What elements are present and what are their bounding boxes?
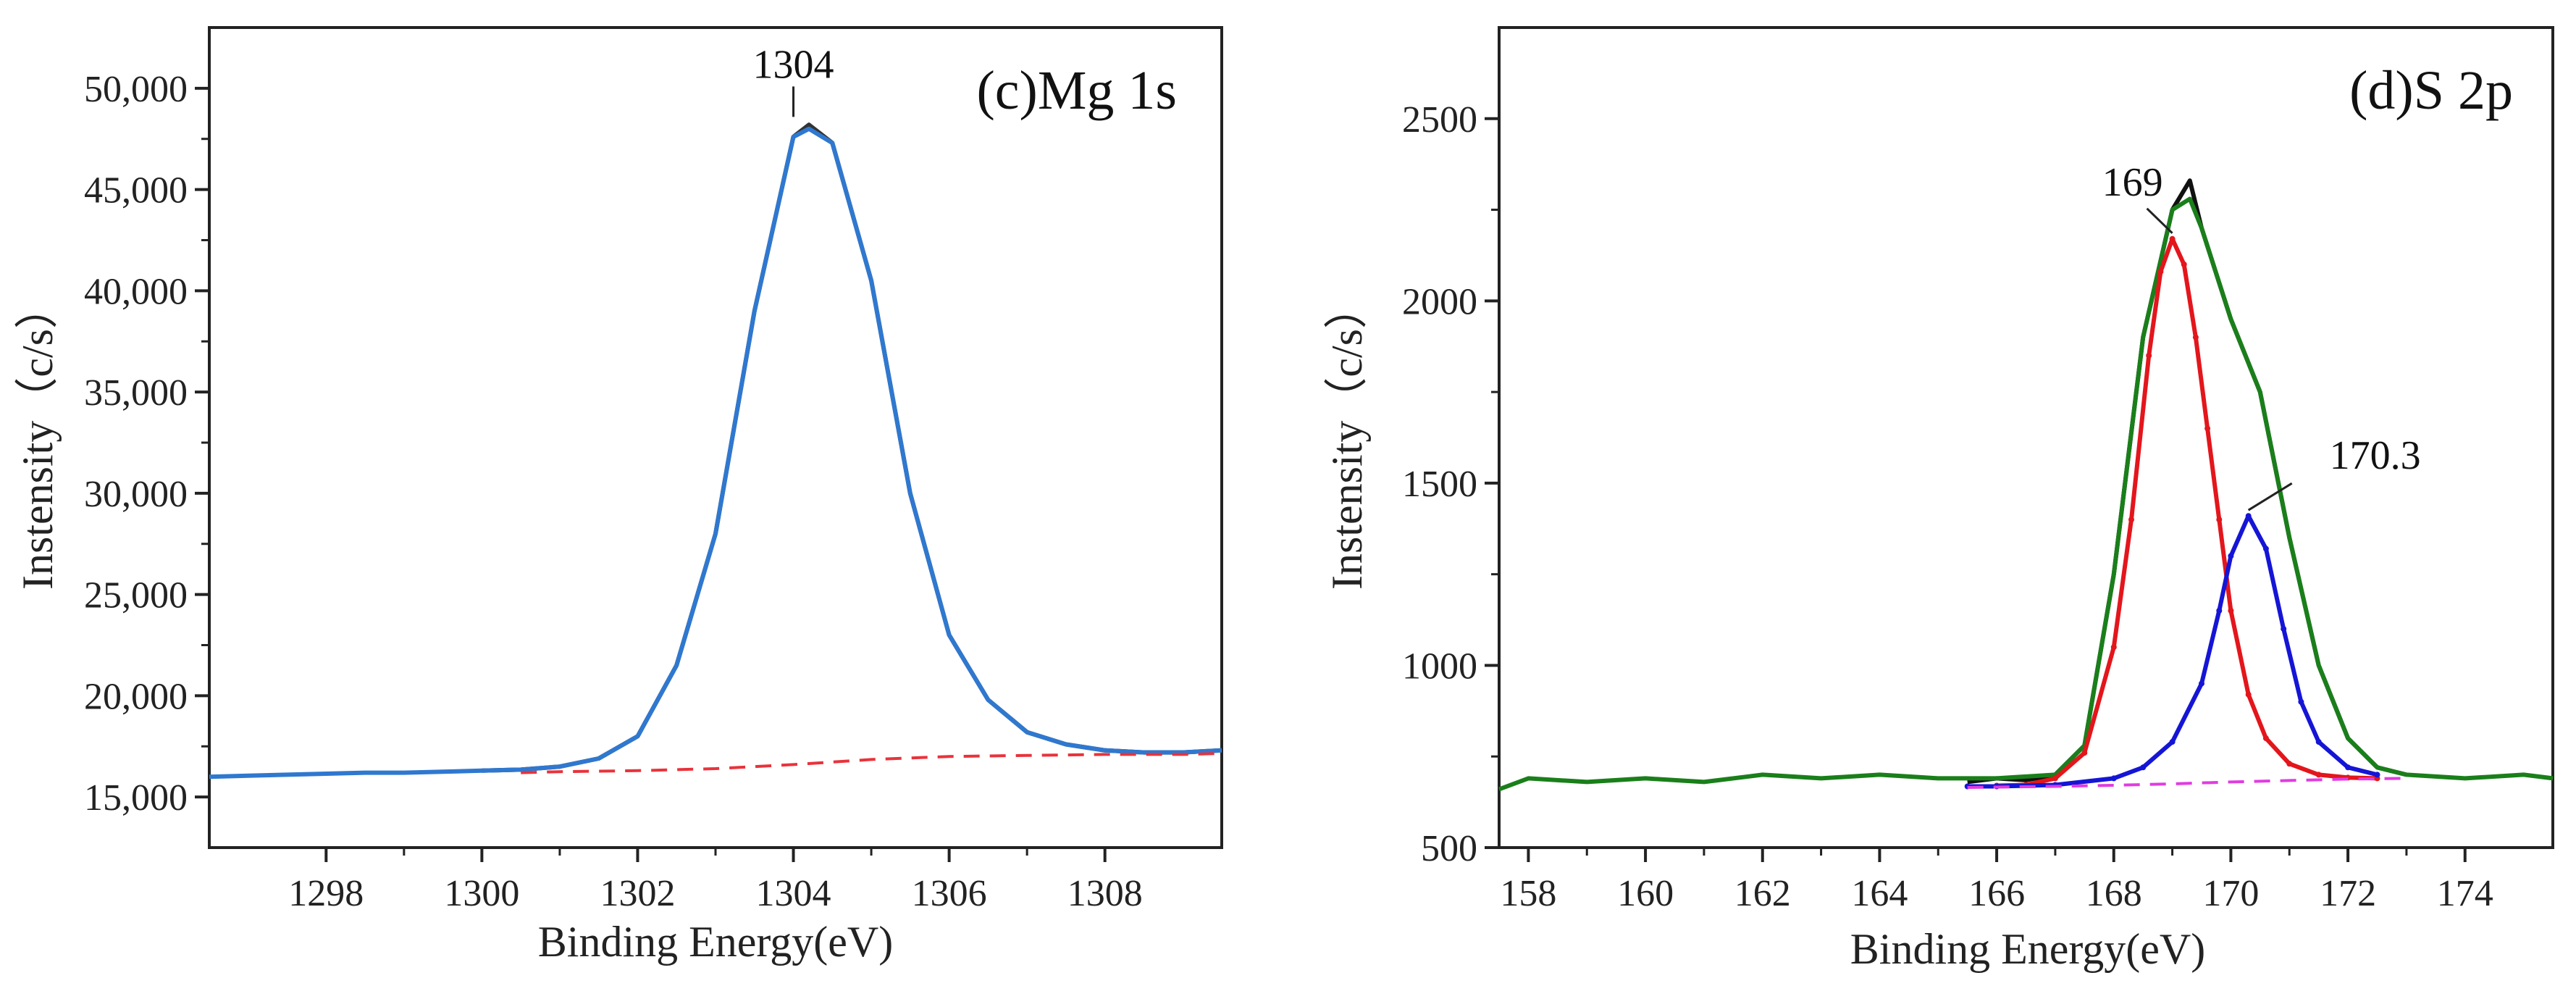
chart-panel-s-2p: 158 160 162 164 166 168 170 172 174 500 1000 1500 2…	[1323, 26, 2554, 973]
x-tick-label: 1298	[288, 873, 364, 914]
series-peak-point	[2345, 764, 2351, 771]
series-peak-point	[2204, 425, 2211, 432]
annotation-label: 169	[2102, 160, 2163, 205]
plot-frame	[1498, 26, 2554, 849]
y-axis-title: Instensity（c/s）	[1323, 285, 1371, 590]
y-tick-label: 1000	[1402, 645, 1477, 687]
series-raw-line	[482, 122, 1222, 773]
series-peak-point	[2298, 698, 2304, 705]
annotation-label: 1304	[753, 42, 834, 87]
annotation-arrow	[2146, 207, 2173, 234]
series-peak-point	[2286, 761, 2293, 767]
series-background-line	[521, 752, 1222, 774]
y-tick-label: 50,000	[84, 69, 188, 110]
series-peak-point	[2110, 644, 2117, 651]
x-tick-label: 1300	[444, 873, 519, 914]
annotations: 169 170.3	[2102, 160, 2421, 511]
y-tick-label: 35,000	[84, 372, 188, 414]
x-tick-label: 158	[1500, 873, 1556, 914]
series-peak-point	[2146, 352, 2152, 359]
series-peak-point	[2192, 334, 2199, 340]
panel-title: (c)Mg 1s	[976, 60, 1177, 121]
x-tick-label: 168	[2086, 873, 2142, 914]
x-axis-title: Binding Energy(eV)	[538, 918, 893, 966]
series-peak-point	[2315, 772, 2322, 778]
x-tick-label: 160	[1617, 873, 1674, 914]
y-tick-label: 40,000	[84, 271, 188, 312]
series-fit-line	[209, 126, 1222, 779]
x-tick-label: 164	[1851, 873, 1908, 914]
x-ticks: 1298 1300 1302 1304 1306 1308	[288, 848, 1143, 914]
series-peak-point	[2140, 764, 2147, 771]
x-tick-label: 170	[2202, 873, 2259, 914]
series-peak-point	[2245, 691, 2252, 698]
series-peak-point	[2281, 626, 2287, 632]
panel-title: (d)S 2p	[2349, 60, 2513, 121]
y-tick-label: 20,000	[84, 676, 188, 717]
y-tick-label: 30,000	[84, 474, 188, 515]
x-tick-label: 162	[1734, 873, 1791, 914]
series-peak-point	[2216, 608, 2223, 614]
y-tick-label: 500	[1421, 828, 1477, 869]
series-envelope-line	[1498, 196, 2554, 792]
y-tick-label: 25,000	[84, 575, 188, 616]
y-tick-label: 1500	[1402, 464, 1477, 505]
x-tick-label: 174	[2437, 873, 2493, 914]
series-peak-line	[1967, 514, 2378, 789]
y-tick-label: 2500	[1402, 99, 1477, 141]
y-ticks: 15,000 20,000 25,000 30,000 35,000 40,000 45,0…	[84, 69, 209, 819]
curves	[209, 122, 1222, 779]
series-peak-point	[2245, 513, 2252, 519]
series-peak-point	[2199, 680, 2204, 687]
series-peak-point	[2216, 517, 2223, 523]
y-axis-title: Instensity（c/s）	[14, 285, 62, 590]
series-peak-point	[2262, 735, 2269, 742]
x-tick-label: 166	[1968, 873, 2025, 914]
series-peak-line	[1997, 236, 2378, 788]
y-tick-label: 2000	[1402, 281, 1477, 322]
y-ticks: 500 1000 1500 2000 2500	[1402, 99, 1499, 869]
annotation-arrow	[2247, 482, 2293, 511]
series-peak-point	[2157, 269, 2164, 275]
y-tick-label: 45,000	[84, 170, 188, 212]
x-tick-label: 1308	[1067, 873, 1143, 914]
series-peak-point	[2110, 775, 2117, 782]
series-peak-point	[2374, 772, 2380, 778]
series-peak-point	[2169, 739, 2176, 745]
series-peak-point	[2315, 739, 2322, 745]
x-tick-label: 1306	[912, 873, 987, 914]
x-ticks: 158 160 162 164 166 168 170 172 174	[1500, 848, 2493, 914]
chart-panel-mg-1s: 1298 1300 1302 1304 1306 1308 15,000 20,000 25,…	[14, 26, 1223, 966]
x-axis-title: Binding Energy(eV)	[1850, 925, 2205, 973]
series-peak-point	[2128, 517, 2134, 523]
series-peak-point	[2262, 546, 2269, 552]
x-tick-label: 172	[2320, 873, 2376, 914]
curves	[1498, 178, 2554, 792]
series-peak-point	[2181, 262, 2187, 267]
annotation-label: 170.3	[2330, 433, 2421, 478]
annotations: 1304	[753, 42, 834, 117]
series-peak-point	[2228, 553, 2234, 559]
series-peak-point	[2228, 608, 2234, 614]
x-tick-label: 1304	[756, 873, 831, 914]
y-tick-label: 15,000	[84, 777, 188, 819]
series-peak-point	[2081, 750, 2088, 756]
series-peak-point	[2052, 775, 2058, 782]
x-tick-label: 1302	[600, 873, 675, 914]
series-peak-point	[2169, 235, 2176, 242]
plot-frame	[208, 26, 1223, 849]
